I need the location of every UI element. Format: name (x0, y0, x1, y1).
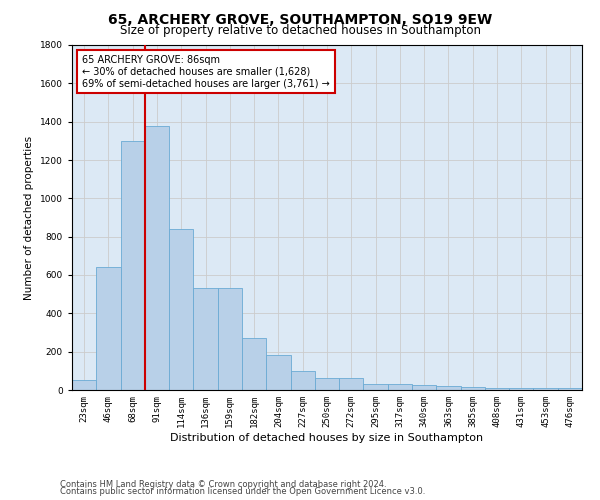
Bar (218, 288, 242, 390)
Text: Size of property relative to detached houses in Southampton: Size of property relative to detached ho… (119, 24, 481, 37)
Bar (242, 338, 266, 390)
Bar (436, 386, 461, 390)
Bar (145, 126, 169, 390)
Bar (72, 380, 96, 390)
Bar (558, 388, 582, 390)
Y-axis label: Number of detached properties: Number of detached properties (25, 136, 34, 300)
Bar (412, 385, 436, 390)
Bar (290, 371, 315, 390)
Bar (266, 354, 290, 390)
Text: 65 ARCHERY GROVE: 86sqm
← 30% of detached houses are smaller (1,628)
69% of semi: 65 ARCHERY GROVE: 86sqm ← 30% of detache… (82, 56, 330, 88)
X-axis label: Distribution of detached houses by size in Southampton: Distribution of detached houses by size … (170, 432, 484, 442)
Bar (364, 384, 388, 390)
Text: 65, ARCHERY GROVE, SOUTHAMPTON, SO19 9EW: 65, ARCHERY GROVE, SOUTHAMPTON, SO19 9EW (108, 12, 492, 26)
Bar (339, 378, 364, 390)
Bar (509, 388, 533, 390)
Bar (315, 378, 339, 390)
Text: Contains public sector information licensed under the Open Government Licence v3: Contains public sector information licen… (60, 488, 425, 496)
Bar (96, 268, 121, 390)
Text: Contains HM Land Registry data © Crown copyright and database right 2024.: Contains HM Land Registry data © Crown c… (60, 480, 386, 489)
Bar (193, 288, 218, 390)
Bar (169, 229, 193, 390)
Bar (388, 384, 412, 390)
Bar (461, 387, 485, 390)
Bar (121, 141, 145, 390)
Bar (533, 388, 558, 390)
Bar (485, 388, 509, 390)
